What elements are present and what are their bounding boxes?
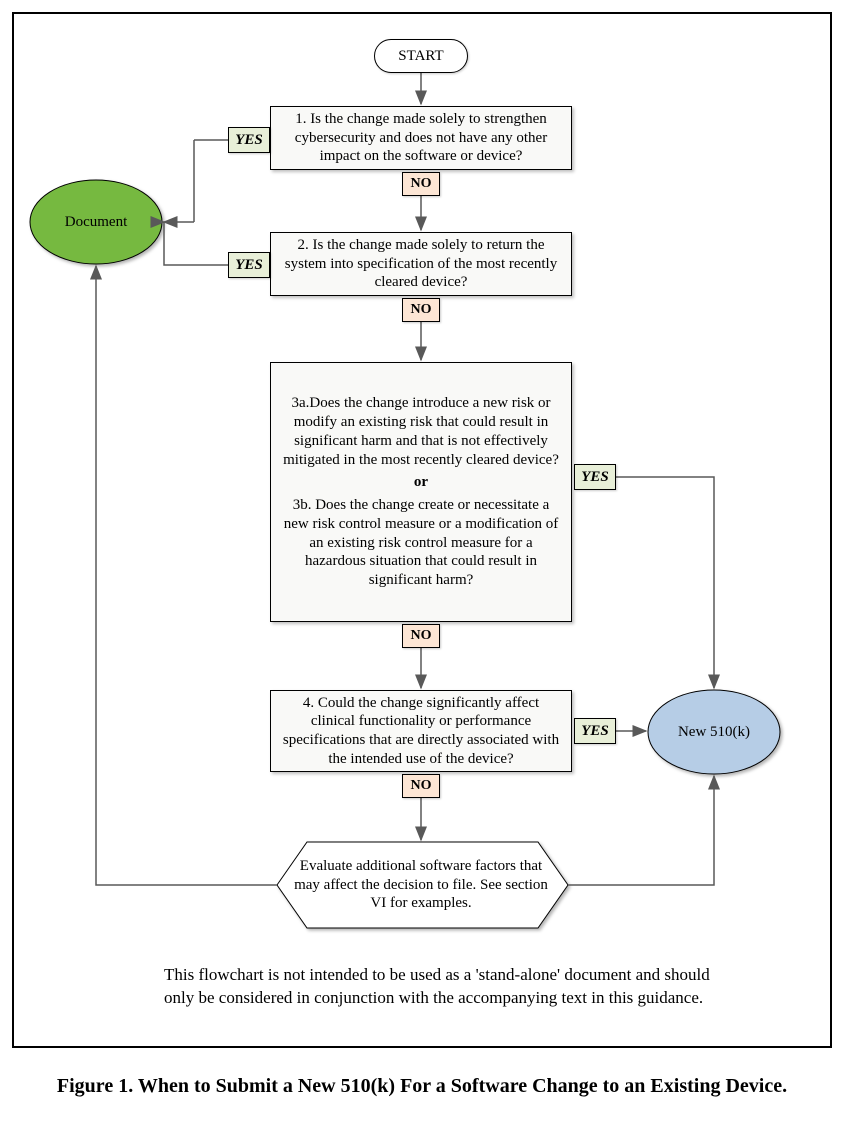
q4-text: 4. Could the change significantly affect… <box>281 694 561 769</box>
no-q2: NO <box>402 298 440 322</box>
yes-q3-label: YES <box>581 469 609 486</box>
question-1: 1. Is the change made solely to strength… <box>270 106 572 170</box>
figure-caption: Figure 1. When to Submit a New 510(k) Fo… <box>0 1075 844 1098</box>
page: START 1. Is the change made solely to st… <box>0 0 844 1122</box>
footnote: This flowchart is not intended to be use… <box>164 964 724 1010</box>
start-node: START <box>374 39 468 73</box>
no-q1: NO <box>402 172 440 196</box>
no-q2-label: NO <box>411 302 432 318</box>
hex-text: Evaluate additional software factors tha… <box>287 857 555 913</box>
start-label: START <box>398 48 443 65</box>
no-q4: NO <box>402 774 440 798</box>
question-3: 3a.Does the change introduce a new risk … <box>270 362 572 622</box>
no-q1-label: NO <box>411 176 432 192</box>
new510k-ellipse <box>648 690 780 774</box>
q3b-text: 3b. Does the change create or necessitat… <box>281 496 561 590</box>
no-q4-label: NO <box>411 778 432 794</box>
no-q3: NO <box>402 624 440 648</box>
yes-q1: YES <box>228 127 270 153</box>
yes-q4: YES <box>574 718 616 744</box>
hexagon-node: Evaluate additional software factors tha… <box>247 842 595 928</box>
no-q3-label: NO <box>411 628 432 644</box>
caption-text: Figure 1. When to Submit a New 510(k) Fo… <box>57 1075 787 1097</box>
yes-q3: YES <box>574 464 616 490</box>
footnote-text: This flowchart is not intended to be use… <box>164 965 710 1007</box>
arrow-yes-q2-doc <box>164 222 228 265</box>
frame-border: START 1. Is the change made solely to st… <box>12 12 832 1048</box>
yes-q1-label: YES <box>235 132 263 149</box>
document-ellipse <box>30 180 162 264</box>
yes-q2-label: YES <box>235 257 263 274</box>
yes-q4-label: YES <box>581 723 609 740</box>
q2-text: 2. Is the change made solely to return t… <box>281 236 561 292</box>
arrow-hex-document <box>96 266 277 885</box>
question-4: 4. Could the change significantly affect… <box>270 690 572 772</box>
arrow-yes3-new510k <box>616 477 714 688</box>
question-2: 2. Is the change made solely to return t… <box>270 232 572 296</box>
q3a-text: 3a.Does the change introduce a new risk … <box>281 394 561 469</box>
q1-text: 1. Is the change made solely to strength… <box>281 110 561 166</box>
q3-or: or <box>414 473 428 492</box>
yes-q2: YES <box>228 252 270 278</box>
